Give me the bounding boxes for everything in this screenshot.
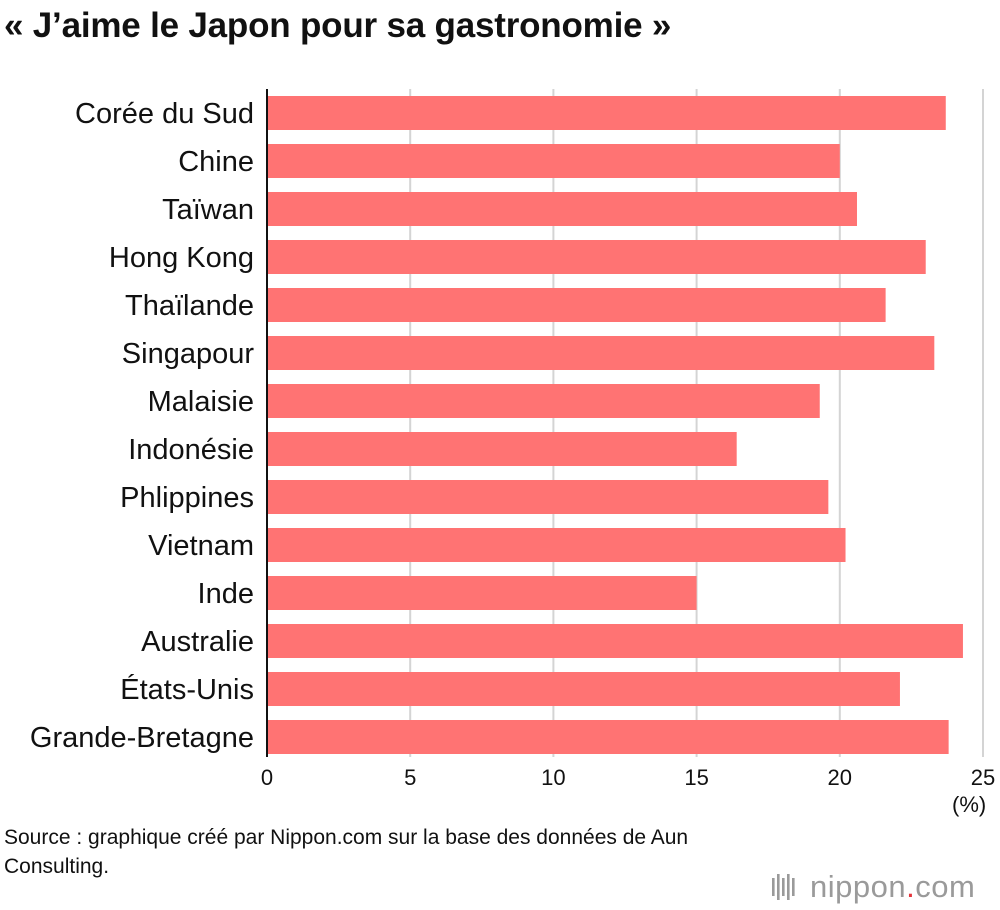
bar — [267, 336, 935, 370]
category-label: Inde — [198, 578, 254, 610]
bar — [267, 96, 946, 130]
bar — [267, 240, 926, 274]
logo-suffix: com — [915, 869, 976, 904]
category-label: Corée du Sud — [75, 98, 254, 130]
x-axis-unit-label: (%) — [952, 792, 987, 817]
category-labels: Corée du Sud Chine Taïwan Hong Kong Thaïland… — [30, 98, 254, 754]
tick-labels: 0 5 10 15 20 25 — [261, 765, 995, 790]
category-label: Australie — [141, 626, 254, 658]
category-label: États-Unis — [120, 673, 254, 706]
category-label: Chine — [178, 146, 254, 178]
x-tick-label: 0 — [261, 765, 273, 790]
bar — [267, 432, 737, 466]
category-label: Grande-Bretagne — [30, 722, 254, 754]
category-label: Taïwan — [162, 194, 254, 226]
nippon-logo[interactable]: nippon. com — [770, 869, 975, 905]
x-tick-label: 25 — [971, 765, 995, 790]
bar — [267, 576, 697, 610]
category-label: Singapour — [122, 338, 255, 370]
logo-name: nippon — [810, 869, 907, 904]
x-tick-label: 15 — [684, 765, 708, 790]
category-label: Indonésie — [128, 434, 254, 466]
x-tick-label: 10 — [541, 765, 565, 790]
bar — [267, 720, 949, 754]
category-label: Hong Kong — [109, 242, 254, 274]
bar — [267, 192, 857, 226]
source-note: Source : graphique créé par Nippon.com s… — [4, 826, 689, 878]
x-tick-label: 20 — [828, 765, 852, 790]
category-label: Vietnam — [148, 530, 254, 562]
bar — [267, 144, 840, 178]
bar — [267, 624, 963, 658]
category-label: Thaïlande — [125, 290, 254, 322]
category-label: Malaisie — [148, 386, 254, 418]
logo-dot: . — [906, 869, 916, 904]
x-tick-label: 5 — [404, 765, 416, 790]
bar — [267, 384, 820, 418]
nippon-logo-icon — [772, 874, 795, 900]
chart-title: « J’aime le Japon pour sa gastronomie » — [4, 6, 672, 45]
category-label: Phlippines — [120, 482, 254, 514]
bar — [267, 288, 886, 322]
bars — [267, 96, 963, 754]
bar — [267, 672, 900, 706]
bar — [267, 528, 846, 562]
bar — [267, 480, 829, 514]
